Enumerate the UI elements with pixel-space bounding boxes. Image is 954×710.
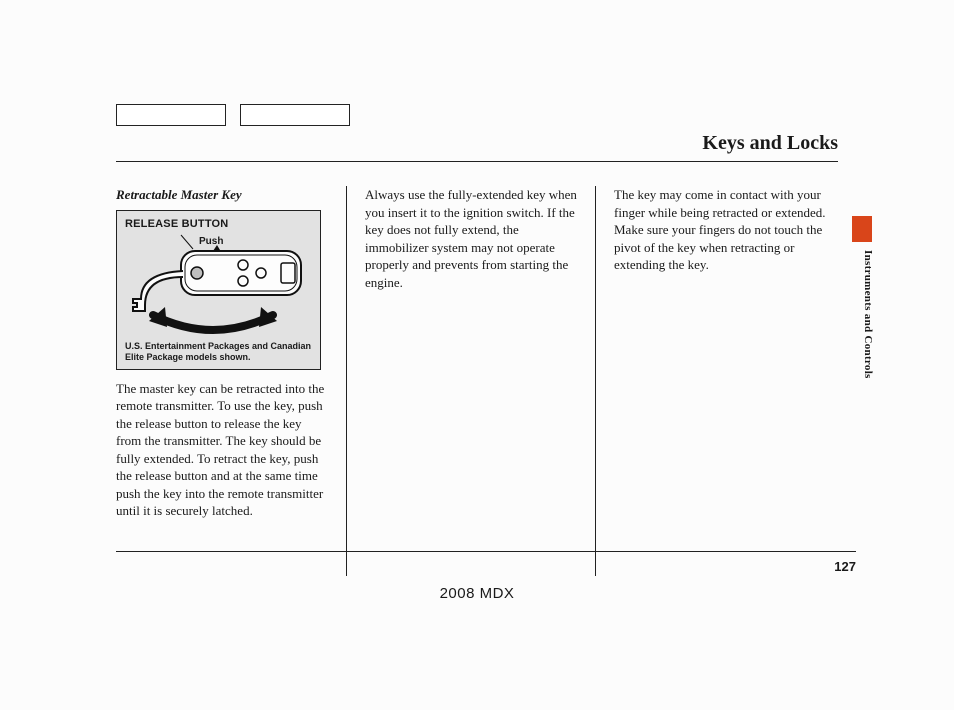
manual-page: Keys and Locks Retractable Master Key RE… — [0, 0, 954, 710]
key-figure: RELEASE BUTTON Push U — [116, 210, 321, 370]
column-1: Retractable Master Key RELEASE BUTTON Pu… — [116, 186, 340, 576]
figure-caption: U.S. Entertainment Packages and Canadian… — [125, 341, 312, 363]
content-columns: Retractable Master Key RELEASE BUTTON Pu… — [116, 186, 838, 576]
top-nav-row — [116, 104, 894, 126]
page-title: Keys and Locks — [60, 132, 838, 155]
section-side-label: Instruments and Controls — [852, 250, 874, 390]
key-illustration-icon — [123, 233, 315, 337]
section-subhead: Retractable Master Key — [116, 186, 328, 204]
col2-paragraph: Always use the fully-extended key when y… — [365, 186, 577, 291]
column-3: The key may come in contact with your fi… — [602, 186, 838, 576]
section-color-tab — [852, 216, 872, 242]
column-separator-2 — [595, 186, 596, 576]
col1-paragraph: The master key can be retracted into the… — [116, 380, 328, 520]
col3-paragraph: The key may come in contact with your fi… — [614, 186, 826, 274]
title-rule — [116, 161, 838, 162]
footer-model: 2008 MDX — [0, 585, 954, 602]
column-2: Always use the fully-extended key when y… — [353, 186, 589, 576]
figure-label-release: RELEASE BUTTON — [125, 217, 228, 232]
column-separator-1 — [346, 186, 347, 576]
nav-button-2[interactable] — [240, 104, 350, 126]
bottom-rule — [116, 551, 856, 552]
page-number: 127 — [834, 559, 856, 574]
nav-button-1[interactable] — [116, 104, 226, 126]
